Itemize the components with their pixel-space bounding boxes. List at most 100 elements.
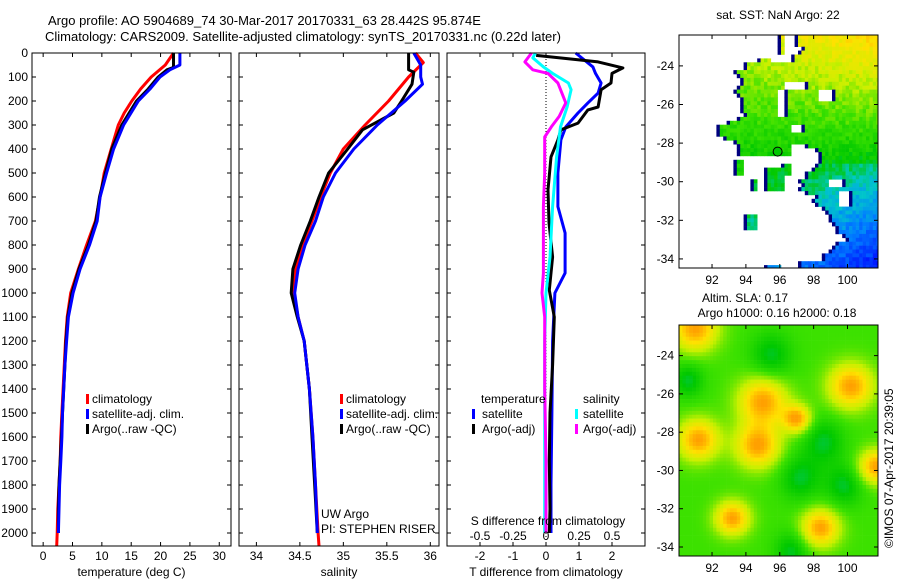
map-cell (821, 364, 826, 369)
map-cell (869, 434, 874, 439)
map-cell (845, 332, 850, 337)
map-cell (849, 465, 853, 470)
map-cell (818, 46, 823, 51)
map-cell (804, 422, 809, 427)
map-cell (852, 352, 857, 357)
map-cell (730, 387, 734, 392)
map-cell (872, 163, 877, 168)
map-cell (849, 81, 853, 86)
map-cell (719, 403, 724, 408)
series-line-argo-raw-qc- (56, 53, 175, 533)
map-cell (757, 77, 761, 83)
map-cell (825, 399, 829, 404)
map-cell (764, 426, 768, 431)
map-cell (842, 504, 846, 509)
map-cell (872, 484, 877, 490)
map-cell (852, 360, 857, 365)
map-cell (855, 406, 860, 412)
map-cell (777, 520, 782, 525)
map-cell (781, 410, 785, 415)
map-cell (777, 484, 782, 490)
map-cell (872, 245, 877, 250)
map-cell (767, 473, 772, 478)
map-cell (866, 198, 870, 203)
map-cell (849, 332, 853, 337)
map-cell (767, 328, 772, 334)
map-cell (872, 473, 877, 478)
map-cell (767, 484, 772, 490)
map-cell (866, 253, 870, 258)
map-cell (818, 191, 823, 196)
y-tick-label: 500 (8, 166, 28, 180)
map-cell (835, 512, 840, 517)
map-cell (791, 488, 795, 493)
map-cell (798, 332, 802, 337)
map-cell (767, 144, 772, 149)
map-cell (696, 387, 700, 392)
map-cell (685, 418, 690, 423)
map-cell (828, 159, 833, 164)
map-cell (815, 46, 819, 51)
map-cell (679, 379, 683, 384)
map-cell (862, 453, 867, 458)
map-cell (774, 445, 778, 451)
map-cell (838, 257, 843, 262)
map-cell (825, 438, 829, 443)
map-cell (838, 50, 843, 55)
map-cell (869, 155, 874, 161)
map-cell (723, 328, 727, 334)
map-cell (876, 136, 878, 141)
map-cell (835, 516, 840, 521)
map-cell (709, 344, 714, 349)
map-cell (866, 89, 870, 94)
map-cell (818, 387, 823, 392)
map-cell (872, 449, 877, 454)
map-cell (743, 77, 748, 83)
map-cell (821, 438, 826, 443)
map-cell (740, 167, 744, 172)
map-cell (862, 500, 867, 505)
map-cell (815, 85, 819, 90)
map-cell (733, 399, 738, 404)
map-cell (869, 477, 874, 482)
map-cell (828, 352, 833, 357)
map-cell (743, 442, 748, 447)
map-cell (825, 155, 829, 161)
map-cell (696, 488, 700, 493)
map-cell (736, 152, 741, 157)
map-cell (869, 356, 874, 361)
map-cell (747, 101, 751, 106)
map-cell (845, 179, 850, 184)
legend-marker (472, 409, 475, 419)
map-cell (774, 101, 778, 106)
map-cell (733, 512, 738, 517)
map-cell (750, 481, 755, 486)
map-cell (852, 364, 857, 369)
map-cell (757, 344, 761, 349)
map-cell (791, 453, 795, 458)
map-cell (787, 371, 792, 376)
map-cell (838, 418, 843, 423)
map-cell (869, 461, 874, 466)
map-cell (767, 356, 772, 361)
map-cell (832, 136, 836, 141)
map-cell (757, 66, 761, 71)
map-cell (801, 136, 806, 141)
map-cell (801, 132, 806, 137)
map-cell (794, 403, 799, 408)
map-cell (709, 453, 714, 458)
map-cell (842, 85, 846, 90)
map-cell (716, 375, 721, 380)
map-cell (764, 508, 768, 513)
map-cell (862, 403, 867, 408)
map-cell (801, 124, 806, 129)
map-cell (753, 504, 758, 509)
map-cell (777, 395, 782, 400)
map-cell (702, 383, 707, 388)
map-cell (774, 457, 778, 462)
map-cell (791, 399, 795, 404)
map-cell (818, 430, 823, 435)
map-cell (869, 132, 874, 137)
map-cell (825, 356, 829, 361)
map-cell (828, 348, 833, 353)
